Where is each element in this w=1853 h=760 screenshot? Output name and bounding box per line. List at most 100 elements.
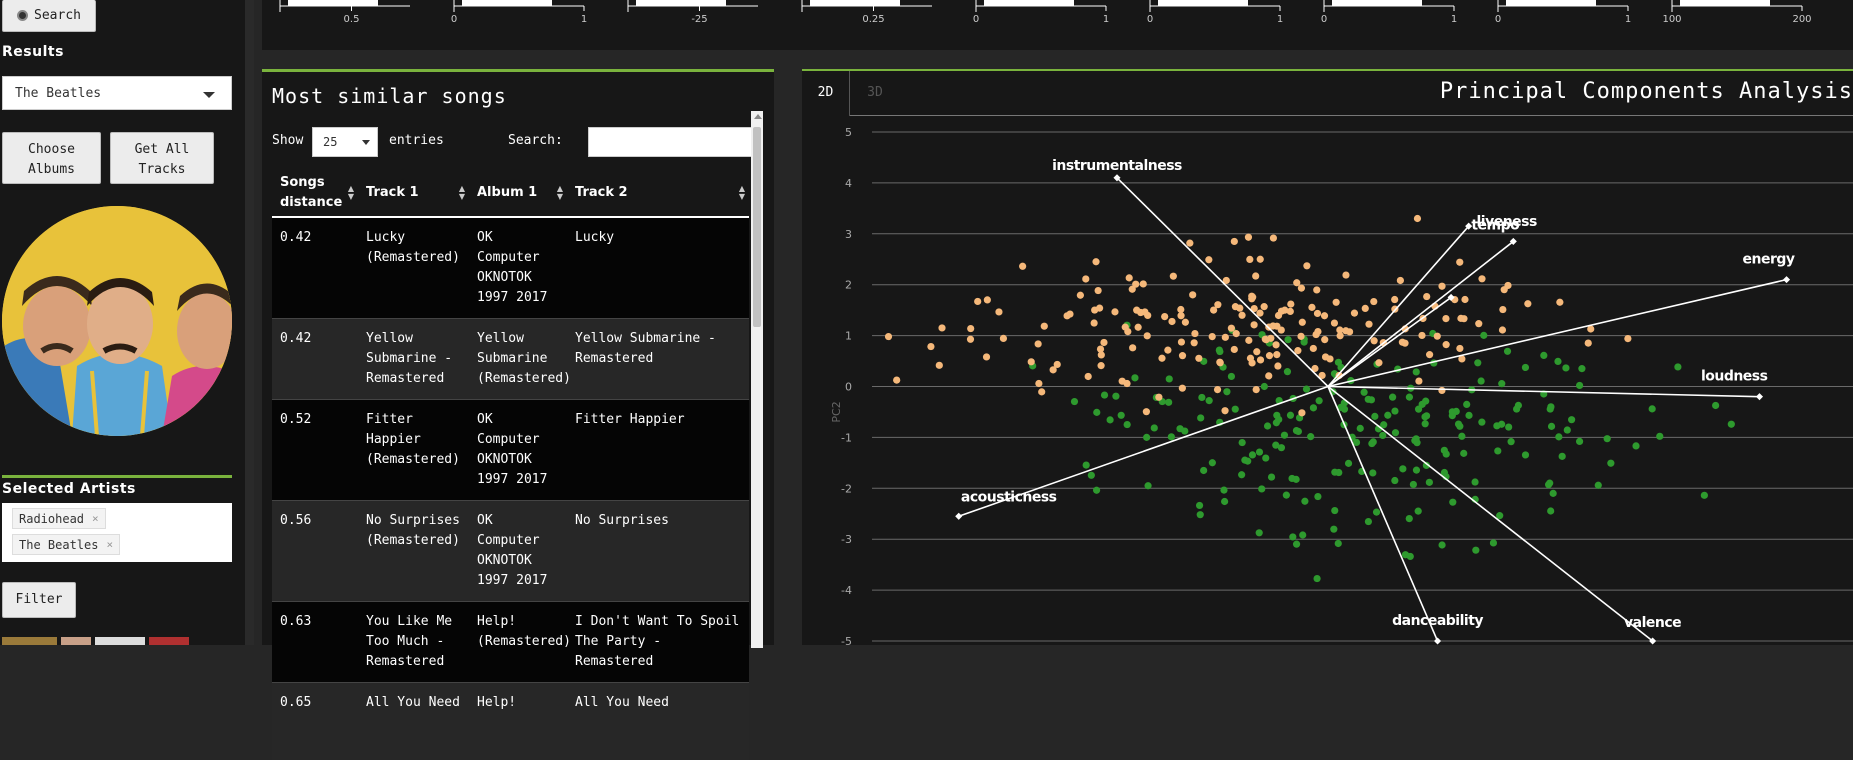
artist-tag[interactable]: Radiohead × xyxy=(12,508,106,529)
data-point xyxy=(1272,441,1280,449)
data-point xyxy=(1246,354,1255,362)
histogram-tick-label: -25 xyxy=(691,14,707,25)
loading-label: danceability xyxy=(1392,613,1483,629)
loading-vector xyxy=(1327,386,1439,642)
data-point xyxy=(1144,311,1152,320)
cell-track2: No Surprises xyxy=(567,500,749,602)
loading-label: valence xyxy=(1624,615,1681,631)
data-point xyxy=(1155,393,1163,401)
data-point xyxy=(1426,351,1434,359)
data-point xyxy=(1261,335,1269,343)
cell-track1: All You Need xyxy=(358,682,469,760)
table-row[interactable]: 0.42 Lucky (Remastered) OK Computer OKNOTO… xyxy=(272,216,749,319)
table-row[interactable]: 0.65 All You Need Help! All You Need xyxy=(272,682,749,760)
chevron-down-icon xyxy=(203,92,215,98)
data-point xyxy=(1409,480,1417,489)
data-point xyxy=(1034,340,1042,348)
data-point xyxy=(1556,298,1564,306)
histogram-bar xyxy=(810,0,900,6)
data-point xyxy=(1223,388,1231,396)
results-select[interactable]: The Beatles xyxy=(2,76,232,110)
data-point xyxy=(1396,276,1404,285)
tab-3d[interactable]: 3D xyxy=(867,85,883,100)
data-point xyxy=(1474,359,1482,367)
data-point xyxy=(1477,377,1485,385)
artist-tag[interactable]: The Beatles × xyxy=(12,534,121,555)
histogram-tick-label: 0 xyxy=(1495,14,1501,25)
thumbnail[interactable] xyxy=(95,637,145,645)
data-point xyxy=(1401,339,1409,347)
filter-button[interactable]: Filter xyxy=(2,582,76,618)
table-search-input[interactable] xyxy=(588,127,752,157)
entries-select[interactable]: 25 xyxy=(312,127,378,157)
data-point xyxy=(1019,262,1027,270)
thumbnail[interactable] xyxy=(149,637,189,645)
data-point xyxy=(1137,308,1145,317)
data-point xyxy=(1370,337,1378,345)
data-point xyxy=(1496,512,1504,520)
remove-icon[interactable]: × xyxy=(92,512,99,525)
loading-vector xyxy=(1327,385,1760,398)
data-point xyxy=(1252,385,1260,394)
loading-vector xyxy=(1327,385,1654,642)
data-point xyxy=(1092,258,1100,266)
data-point xyxy=(1344,459,1353,467)
scroll-up-icon[interactable] xyxy=(754,114,762,119)
table-row[interactable]: 0.63 You Like Me Too Much - Remastered Hel… xyxy=(272,601,749,683)
y-tick-label: 2 xyxy=(845,279,852,292)
data-point xyxy=(1422,461,1430,469)
data-point xyxy=(1489,539,1498,547)
selected-artists-box[interactable]: Radiohead × The Beatles × xyxy=(2,503,232,562)
divider xyxy=(2,475,232,478)
choose-albums-button[interactable]: Choose Albums xyxy=(2,132,101,184)
column-header-album1[interactable]: Album 1 ▲ ▼ xyxy=(469,169,567,218)
data-point xyxy=(1210,306,1218,314)
data-point xyxy=(1265,372,1273,380)
table-row[interactable]: 0.42 Yellow Submarine - Remastered Yellow … xyxy=(272,318,749,400)
loading-label: acousticness xyxy=(961,489,1057,505)
data-point xyxy=(1372,508,1381,516)
data-point xyxy=(1418,331,1426,340)
data-point xyxy=(1142,408,1150,416)
data-point xyxy=(1505,423,1513,431)
data-point xyxy=(1238,471,1246,479)
remove-icon[interactable]: × xyxy=(106,538,114,551)
thumbnail[interactable] xyxy=(61,637,91,645)
table-row[interactable]: 0.56 No Surprises (Remastered) OK Computer… xyxy=(272,500,749,602)
data-point xyxy=(1216,358,1224,366)
column-header-label: Track 2 xyxy=(575,184,628,200)
data-point xyxy=(1273,351,1281,359)
column-header-track2[interactable]: Track 2 ▲ ▼ xyxy=(567,169,749,218)
get-all-tracks-button[interactable]: Get All Tracks xyxy=(110,132,214,184)
loading-vector xyxy=(958,385,1329,518)
loading-label: liveness xyxy=(1476,214,1537,230)
data-point xyxy=(1100,338,1108,347)
data-point xyxy=(1371,412,1379,420)
data-point xyxy=(1540,351,1548,360)
data-point xyxy=(1632,442,1640,450)
table-row[interactable]: 0.52 Fitter Happier (Remastered) OK Comput… xyxy=(272,399,749,501)
data-point xyxy=(1128,285,1136,293)
tab-2d[interactable]: 2D xyxy=(802,71,850,116)
thumbnail[interactable] xyxy=(2,637,57,645)
data-point xyxy=(1158,354,1166,362)
search-button-label: Search xyxy=(34,8,81,23)
data-point xyxy=(1472,546,1480,554)
scrollbar-thumb[interactable] xyxy=(753,127,761,327)
histogram-tick-label: 0 xyxy=(451,14,457,25)
data-point xyxy=(1313,574,1321,583)
data-point xyxy=(1294,347,1302,355)
data-point xyxy=(1312,330,1320,339)
search-button[interactable]: Search xyxy=(2,0,96,32)
y-tick-label: 5 xyxy=(845,126,852,139)
column-header-distance[interactable]: Songs distance ▲ ▼ xyxy=(272,169,358,218)
histogram-tick-label: 1 xyxy=(1103,14,1109,25)
loading-marker xyxy=(955,512,963,520)
data-point xyxy=(1603,435,1611,443)
histogram-strip: 0.5 0 1 -25 0.25 0 1 0 1 0 1 0 1 100 200 xyxy=(279,0,1812,25)
cell-track2: I Don't Want To Spoil The Party - Remast… xyxy=(567,601,749,683)
data-point xyxy=(1563,426,1571,434)
cell-distance: 0.56 xyxy=(272,500,358,602)
loading-vector xyxy=(1327,296,1452,388)
column-header-track1[interactable]: Track 1 ▲ ▼ xyxy=(358,169,469,218)
